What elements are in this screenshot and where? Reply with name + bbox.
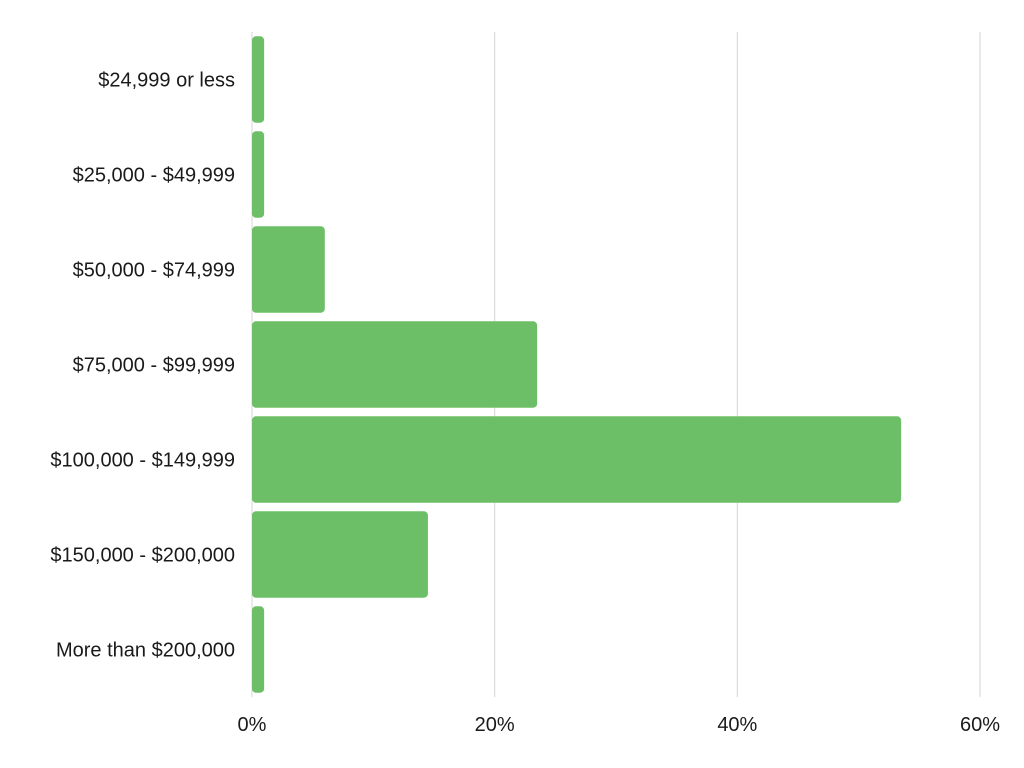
- x-axis-tick-labels: 0% 20% 40% 60%: [238, 714, 1001, 736]
- category-labels: $24,999 or less $25,000 - $49,999 $50,000 …: [50, 70, 235, 662]
- x-tick-label: 40%: [717, 714, 757, 736]
- bar: [252, 321, 538, 408]
- bar: [252, 416, 902, 503]
- bars: [252, 36, 902, 693]
- bar: [252, 226, 325, 313]
- category-label: $75,000 - $99,999: [73, 355, 235, 377]
- category-label: $150,000 - $200,000: [50, 545, 235, 567]
- x-tick-label: 60%: [960, 714, 1000, 736]
- category-label: $100,000 - $149,999: [50, 450, 235, 472]
- bar: [252, 36, 265, 123]
- x-tick-label: 20%: [475, 714, 515, 736]
- bar: [252, 606, 265, 693]
- category-label: $25,000 - $49,999: [73, 165, 235, 187]
- bar: [252, 511, 428, 598]
- category-label: $50,000 - $74,999: [73, 260, 235, 282]
- x-tick-label: 0%: [238, 714, 267, 736]
- category-label: More than $200,000: [56, 640, 235, 662]
- bar: [252, 131, 265, 218]
- category-label: $24,999 or less: [98, 70, 235, 92]
